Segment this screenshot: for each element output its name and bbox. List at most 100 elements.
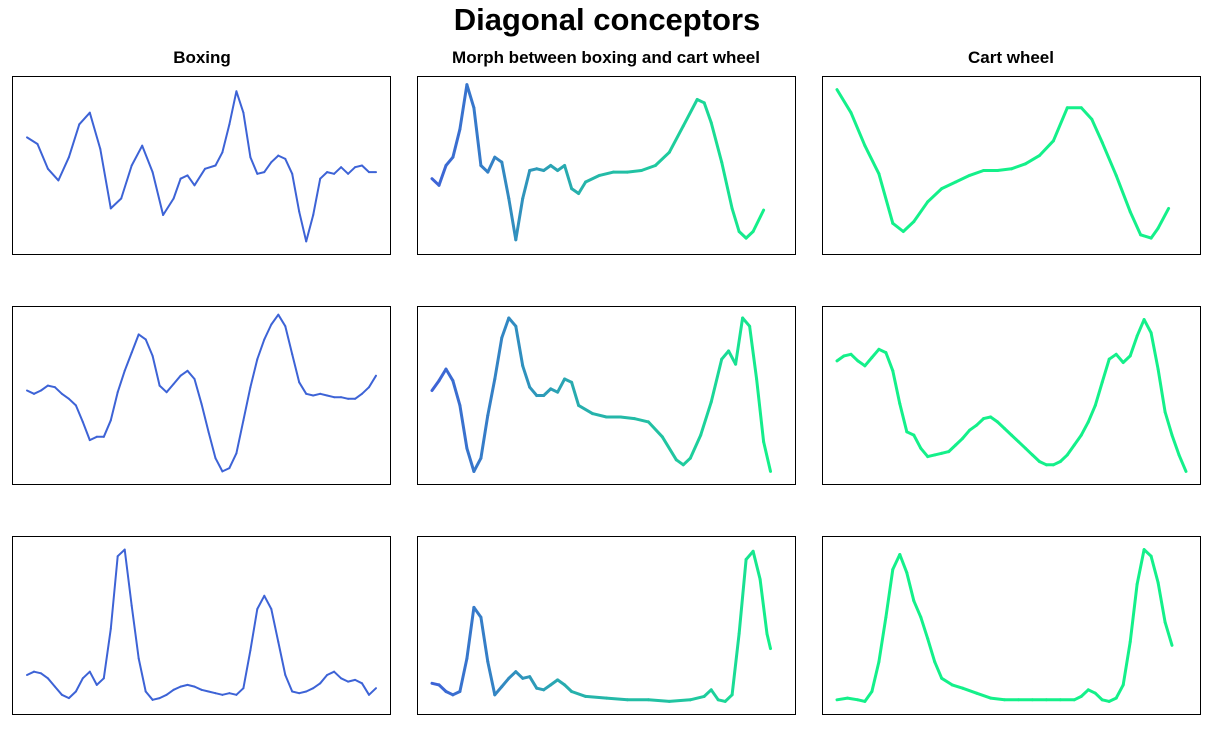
series-0-segment-41: [312, 682, 322, 690]
series-0-segment-7: [479, 164, 490, 174]
series-0-segment-14: [123, 351, 133, 372]
series-0-segment-30: [235, 687, 245, 696]
series-0-segment-38: [347, 166, 357, 175]
panel-morph-row1: [417, 76, 796, 255]
series-0-segment-41: [312, 392, 322, 397]
series-0-segment-25: [200, 402, 210, 433]
series-0-segment-7: [74, 404, 84, 423]
series-0-segment-49: [1177, 453, 1188, 473]
series-0-segment-39: [298, 381, 308, 395]
panel-cartwheel-row1: [822, 76, 1201, 255]
series-0-segment-8: [898, 553, 909, 575]
series-0-segment-39: [354, 164, 363, 169]
series-0-segment-24: [193, 685, 203, 691]
series-0-segment-6: [472, 605, 483, 619]
series-0-segment-49: [368, 687, 377, 696]
series-0-segment-0: [835, 696, 849, 702]
series-0-segment-29: [228, 452, 238, 470]
series-0-segment-13: [933, 660, 944, 680]
series-0-segment-33: [1135, 548, 1146, 586]
series-0-segment-35: [270, 608, 280, 643]
series-0-segment-18: [151, 354, 161, 387]
series-0-segment-11: [141, 144, 154, 174]
series-0-segment-14: [940, 676, 954, 687]
series-0-segment-32: [709, 357, 724, 404]
series-0-segment-7: [479, 413, 490, 460]
series-0-segment-28: [1030, 453, 1041, 463]
series-0-segment-11: [507, 316, 518, 328]
series-0-segment-18: [204, 164, 217, 170]
series-0-segment-47: [354, 392, 363, 400]
series-0-segment-4: [67, 123, 81, 159]
series-0-segment-1: [846, 696, 860, 702]
series-0-segment-43: [326, 670, 336, 676]
series-0-segment-23: [996, 420, 1006, 430]
series-0-segment-26: [688, 694, 706, 702]
series-0-segment-26: [207, 430, 217, 460]
series-0-segment-40: [1114, 352, 1125, 364]
series-0-segment-18: [961, 428, 972, 440]
series-0-segment-44: [1142, 318, 1153, 335]
series-0-segment-5: [60, 392, 70, 400]
plot-morph-row3: [430, 549, 772, 703]
series-0-segment-33: [720, 349, 731, 361]
series-0-segment-32: [305, 214, 315, 243]
series-0-segment-16: [961, 686, 979, 695]
series-0-segment-3: [451, 127, 462, 159]
series-0-segment-5: [465, 605, 476, 660]
series-0-segment-22: [584, 173, 601, 184]
series-0-segment-37: [1163, 620, 1174, 647]
series-0-segment-23: [598, 170, 615, 177]
series-0-segment-1: [33, 670, 42, 675]
series-0-segment-16: [542, 387, 553, 397]
series-0-segment-18: [556, 377, 567, 394]
series-0-segment-34: [1142, 548, 1153, 558]
series-0-segment-8: [891, 369, 902, 406]
series-0-segment-34: [263, 594, 273, 610]
panel-morph-row2: [417, 306, 796, 485]
series-0-segment-17: [975, 691, 993, 700]
series-0-segment-12: [919, 446, 930, 459]
series-0-segment-19: [214, 151, 224, 167]
series-0-segment-22: [1128, 210, 1143, 237]
series-0-segment-30: [291, 172, 301, 213]
series-0-segment-15: [130, 333, 140, 354]
series-0-segment-45: [340, 396, 350, 400]
series-0-segment-37: [751, 208, 766, 233]
series-0-segment-6: [67, 690, 77, 700]
series-0-segment-4: [458, 657, 469, 693]
series-0-segment-10: [500, 160, 511, 200]
series-0-segment-0: [430, 379, 441, 392]
series-0-segment-2: [863, 144, 881, 176]
series-0-segment-33: [256, 338, 266, 361]
series-0-segment-33: [720, 160, 734, 210]
series-0-segment-12: [996, 167, 1013, 172]
series-0-segment-5: [901, 220, 916, 233]
series-0-segment-22: [605, 696, 629, 702]
series-0-segment-15: [179, 174, 189, 180]
series-0-segment-25: [625, 169, 643, 174]
series-0-segment-2: [40, 384, 49, 392]
series-0-segment-8: [109, 197, 123, 210]
series-0-segment-3: [46, 677, 56, 688]
series-0-segment-42: [1128, 334, 1139, 358]
series-0-segment-14: [172, 177, 182, 200]
series-0-segment-1: [437, 683, 448, 693]
series-0-segment-36: [277, 641, 287, 676]
series-0-segment-36: [1086, 403, 1097, 424]
series-0-segment-25: [1010, 433, 1020, 444]
series-0-segment-4: [53, 386, 63, 395]
series-0-segment-28: [277, 154, 287, 160]
series-0-segment-35: [734, 316, 745, 366]
series-0-segment-49: [368, 374, 377, 389]
series-0-segment-16: [137, 657, 147, 693]
series-0-segment-7: [99, 148, 112, 210]
series-0-segment-38: [755, 377, 766, 444]
series-0-segment-10: [500, 316, 511, 340]
series-0-segment-12: [514, 324, 525, 368]
series-0-segment-21: [172, 685, 182, 691]
series-0-segment-30: [235, 419, 245, 455]
series-0-segment-27: [653, 150, 671, 167]
series-0-segment-2: [46, 167, 60, 182]
series-0-segment-34: [263, 323, 273, 341]
